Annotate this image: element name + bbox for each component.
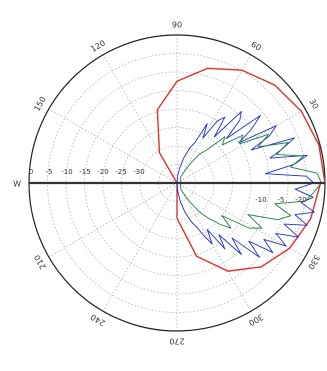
radial-tick-left-2: -10 (61, 168, 72, 176)
angle-tick-label-90: 90 (172, 21, 182, 30)
radial-tick-left-5: -25 (115, 168, 126, 176)
series-layer (156, 67, 326, 272)
radial-tick-left-0: 0 (29, 168, 33, 176)
angle-tick-label-300: 300 (247, 312, 265, 327)
radial-tick-right-1: -5 (278, 196, 285, 204)
grid-spoke-8 (102, 182, 178, 312)
grid-spoke-1 (176, 108, 306, 184)
angle-tick-label-60: 60 (249, 40, 262, 53)
radial-tick-right-2: -20 (295, 196, 306, 204)
angle-tick-label-210: 210 (32, 253, 47, 271)
grid-spoke-2 (176, 54, 252, 184)
series-line-0 (156, 67, 326, 272)
series-line-1 (176, 111, 315, 258)
radial-tick-right-0: -10 (255, 196, 266, 204)
radial-tick-left-1: -5 (46, 168, 53, 176)
radial-tick-left-4: -20 (97, 168, 108, 176)
grid-spoke-5 (48, 108, 178, 184)
grid-spoke-7 (48, 182, 178, 258)
radial-tick-left-3: -15 (79, 168, 90, 176)
angle-tick-label-240: 240 (89, 312, 107, 327)
angle-tick-label-270: 270 (169, 337, 184, 346)
angle-left-label: W (13, 180, 21, 189)
angle-tick-label-330: 330 (306, 253, 321, 271)
angle-tick-label-150: 150 (32, 95, 47, 113)
angle-tick-label-30: 30 (307, 97, 320, 110)
grid-spoke-11 (176, 182, 306, 258)
angle-tick-label-120: 120 (89, 38, 107, 53)
radial-tick-left-6: -30 (133, 168, 144, 176)
grid-spoke-10 (176, 182, 252, 312)
